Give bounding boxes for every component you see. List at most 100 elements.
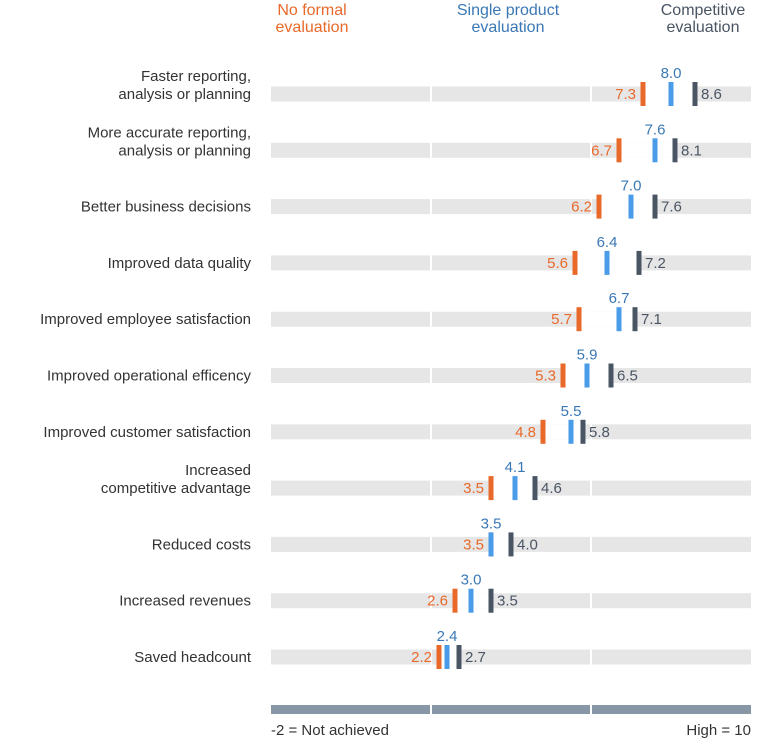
marker-single-product [568,419,574,444]
value-label-single-product: 7.6 [645,121,666,138]
row-track [271,649,751,665]
legend-competitive-label: Competitive [661,2,746,19]
value-label-single-product: 5.9 [577,347,598,364]
value-label-competitive: 8.1 [681,142,702,159]
track-divider [430,536,432,552]
value-label-competitive: 7.1 [641,311,662,328]
marker-single-product [652,138,658,163]
value-label-single-product: 2.4 [437,628,458,645]
row-track [271,593,751,609]
value-label-competitive: 4.0 [517,536,538,553]
marker-competitive [508,532,514,557]
track-divider [430,311,432,327]
value-label-single-product: 3.5 [481,515,502,532]
marker-competitive [488,588,494,613]
track-divider [430,86,432,102]
value-label-competitive: 7.2 [645,255,666,272]
value-label-single-product: 5.5 [561,403,582,420]
value-label-competitive: 7.6 [661,199,682,216]
marker-competitive [672,138,678,163]
track-divider [590,480,592,496]
row-track [271,142,751,158]
track-divider [590,86,592,102]
value-label-single-product: 3.0 [461,572,482,589]
track-divider [590,142,592,158]
marker-competitive [692,82,698,106]
category-label: Improved operational efficency [47,368,252,385]
value-label-no-formal: 6.7 [591,142,612,159]
marker-competitive [632,307,638,332]
value-label-competitive: 5.8 [589,424,610,441]
row-track [271,86,751,102]
category-label: Faster reporting, [141,68,251,85]
marker-no-formal [572,250,578,275]
marker-single-product [584,363,590,388]
track-divider [590,593,592,609]
row-track [271,311,751,327]
range-band [619,142,675,158]
value-label-competitive: 6.5 [617,368,638,385]
legend-no-formal-label: evaluation [276,19,349,36]
value-label-single-product: 7.0 [621,178,642,195]
legend-single-label: Single product [457,2,560,19]
track-divider [430,255,432,271]
axis-bar-divider [430,705,432,714]
track-divider [590,649,592,665]
legend-no-formal-label: No formal [277,2,346,19]
category-label: Improved customer satisfaction [43,424,251,441]
track-divider [430,424,432,440]
track-divider [590,536,592,552]
marker-single-product [488,532,494,557]
marker-competitive [532,476,538,501]
value-label-no-formal: 4.8 [515,424,536,441]
value-label-no-formal: 3.5 [463,536,484,553]
track-divider [590,424,592,440]
range-band [599,199,655,215]
marker-no-formal [576,307,582,332]
value-label-competitive: 2.7 [465,649,486,666]
category-label: Saved headcount [134,649,252,666]
axis-min-label: -2 = Not achieved [271,722,389,739]
category-label: More accurate reporting, [88,124,251,141]
marker-no-formal [540,419,546,444]
category-label: Increased revenues [119,593,251,610]
marker-single-product [512,476,518,501]
category-label: Reduced costs [152,536,251,553]
marker-single-product [668,82,674,106]
marker-no-formal [616,138,622,163]
marker-single-product [468,588,474,613]
value-label-single-product: 6.4 [597,234,618,251]
row-track [271,255,751,271]
axis-max-label: High = 10 [686,722,751,739]
marker-no-formal [640,82,646,106]
category-label: analysis or planning [118,86,251,103]
marker-no-formal [436,645,442,669]
marker-no-formal [596,194,602,219]
value-label-no-formal: 5.6 [547,255,568,272]
value-label-no-formal: 7.3 [615,86,636,103]
row-track [271,424,751,440]
range-band [579,311,635,327]
marker-no-formal [488,476,494,501]
axis-bar [271,705,751,714]
value-label-single-product: 6.7 [609,290,630,307]
axis-bar-divider [590,705,592,714]
value-label-single-product: 8.0 [661,65,682,82]
marker-competitive [608,363,614,388]
marker-single-product [444,645,450,669]
track-divider [430,199,432,215]
legend-competitive-label: evaluation [667,19,740,36]
row-track [271,368,751,383]
value-label-competitive: 4.6 [541,480,562,497]
marker-competitive [652,194,658,219]
value-label-no-formal: 3.5 [463,480,484,497]
marker-competitive [580,419,586,444]
value-label-no-formal: 2.6 [427,593,448,610]
marker-single-product [604,250,610,275]
value-label-no-formal: 6.2 [571,199,592,216]
value-label-no-formal: 5.3 [535,368,556,385]
legend-single-label: evaluation [472,19,545,36]
marker-single-product [628,194,634,219]
